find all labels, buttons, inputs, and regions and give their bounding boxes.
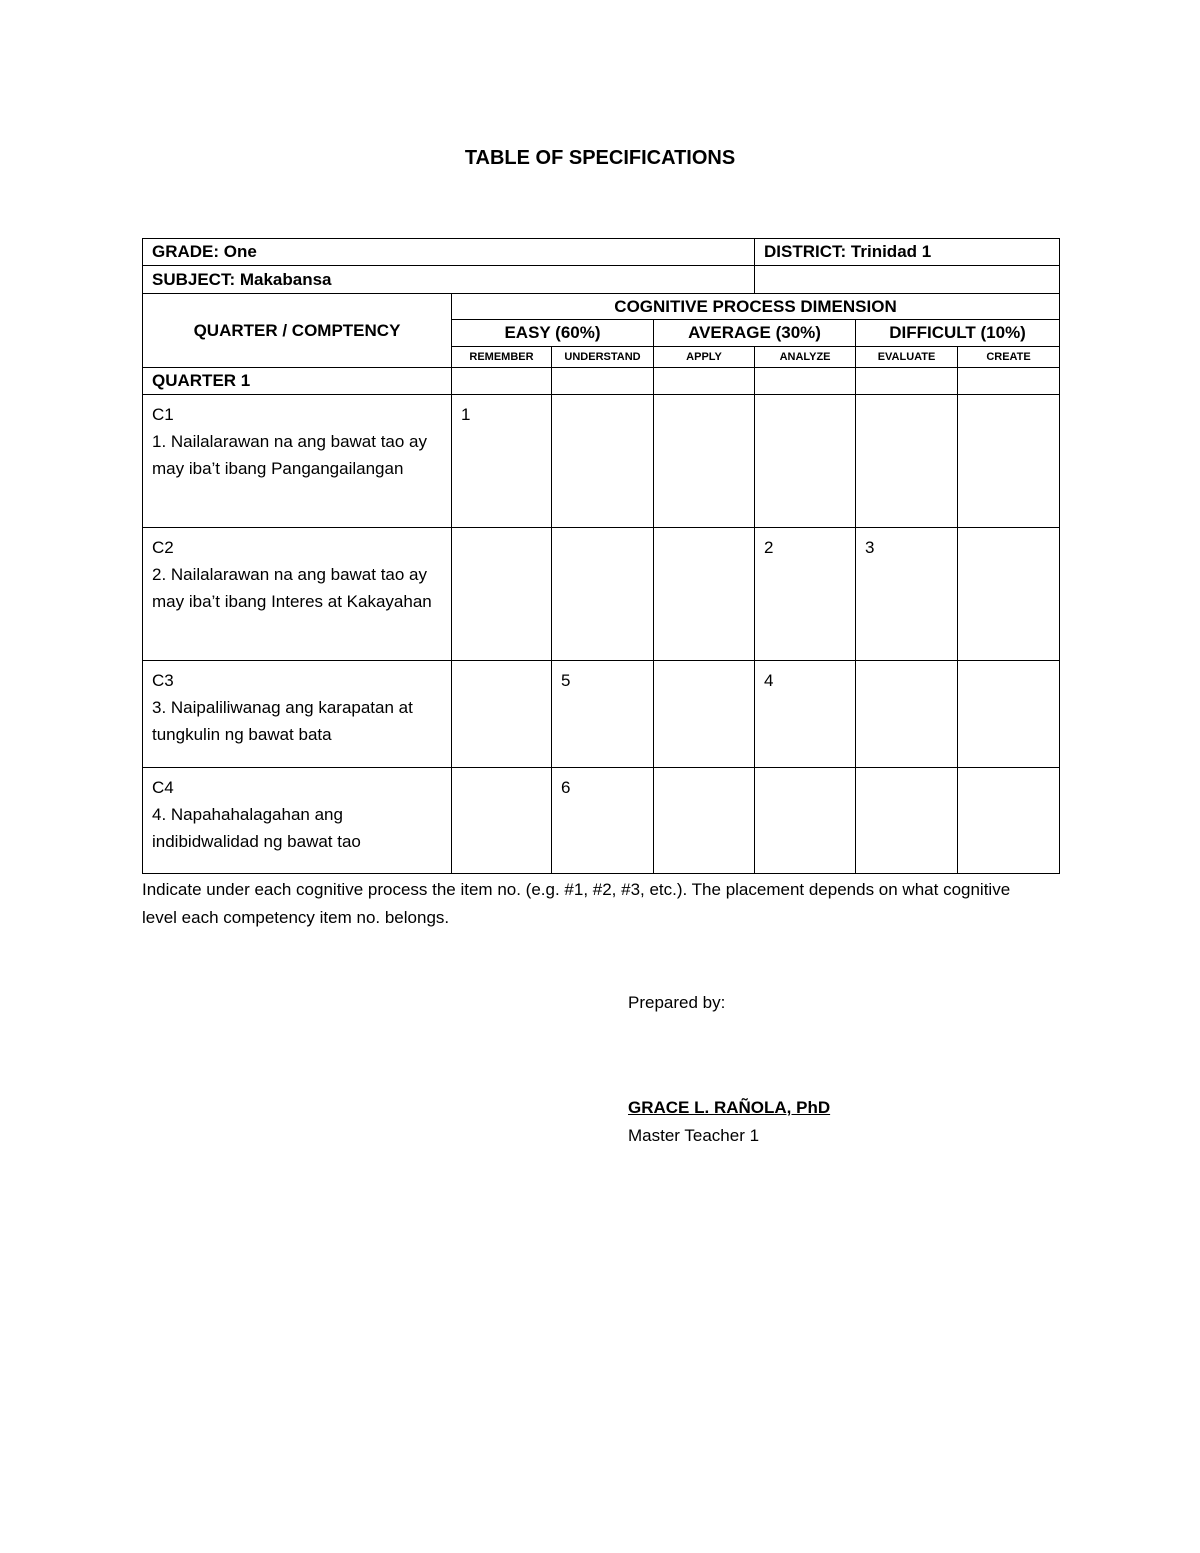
item-cell [855, 767, 959, 874]
competency-code: C4 [152, 778, 174, 797]
item-cell: 2 [754, 527, 857, 661]
level-apply: Apply [652, 346, 756, 368]
item-cell: 6 [551, 767, 654, 874]
competency-code: C2 [152, 538, 174, 557]
competency-text: 2. Nailalarawan na ang bawat tao ay may … [152, 565, 432, 611]
item-cell: 5 [551, 660, 654, 768]
specifications-table: GRADE: One DISTRICT: Trinidad 1 SUBJECT: … [141, 238, 1061, 874]
item-cell [451, 527, 552, 661]
item-cell [451, 767, 552, 874]
competency-header: QUARTER / COMPTENCY [142, 293, 452, 368]
competency-text: 4. Napahahalagahan ang indibidwalidad ng… [152, 805, 361, 851]
empty-cell [855, 367, 959, 395]
empty-cell [451, 367, 552, 395]
empty-cell [551, 367, 654, 395]
competency-cell: C1 1. Nailalarawan na ang bawat tao ay ma… [142, 394, 452, 528]
competency-text: 3. Naipaliliwanag ang karapatan at tungk… [152, 698, 413, 744]
item-cell: 1 [451, 394, 552, 528]
signatory-name: GRACE L. RAÑOLA, PhD [628, 1098, 831, 1117]
group-difficult: DIFFICULT (10%) [855, 319, 1061, 347]
competency-text: 1. Nailalarawan na ang bawat tao ay may … [152, 432, 428, 478]
district-cell: DISTRICT: Trinidad 1 [754, 238, 1061, 266]
item-cell [754, 394, 857, 528]
grade-cell: GRADE: One [141, 238, 756, 266]
item-cell [551, 394, 654, 528]
group-average: AVERAGE (30%) [652, 319, 857, 347]
item-cell [957, 767, 1061, 874]
item-cell [855, 660, 959, 768]
item-cell [957, 660, 1061, 768]
competency-code: C3 [152, 671, 174, 690]
item-cell [855, 394, 959, 528]
level-understand: Understand [551, 346, 654, 368]
item-cell [652, 767, 756, 874]
page-title: TABLE OF SPECIFICATIONS [464, 147, 736, 169]
item-cell: 3 [855, 527, 959, 661]
level-remember: Remember [451, 346, 552, 368]
competency-row: C3 3. Naipaliliwanag ang karapatan at tun… [142, 660, 1061, 768]
empty-cell [957, 367, 1061, 395]
competency-cell: C4 4. Napahahalagahan ang indibidwalidad … [142, 767, 452, 874]
item-cell [652, 394, 756, 528]
empty-cell [652, 367, 756, 395]
level-analyze: Analyze [754, 346, 857, 368]
item-cell [754, 767, 857, 874]
item-cell [957, 527, 1061, 661]
competency-cell: C3 3. Naipaliliwanag ang karapatan at tun… [142, 660, 452, 768]
item-cell [957, 394, 1061, 528]
item-cell [551, 527, 654, 661]
level-create: Create [957, 346, 1061, 368]
competency-row: C4 4. Napahahalagahan ang indibidwalidad … [142, 767, 1061, 874]
item-cell [652, 527, 756, 661]
item-cell [652, 660, 756, 768]
prepared-by-label: Prepared by: [628, 993, 726, 1012]
quarter-label: QUARTER 1 [142, 367, 452, 395]
dimension-header: COGNITIVE PROCESS DIMENSION [450, 293, 1061, 320]
blank-cell [754, 265, 1061, 294]
competency-row: C1 1. Nailalarawan na ang bawat tao ay ma… [142, 394, 1061, 528]
item-cell [451, 660, 552, 768]
competency-cell: C2 2. Nailalarawan na ang bawat tao ay ma… [142, 527, 452, 661]
empty-cell [754, 367, 857, 395]
competency-code: C1 [152, 405, 174, 424]
item-cell: 4 [754, 660, 857, 768]
signatory-role: Master Teacher 1 [628, 1126, 760, 1145]
instruction-note: Indicate under each cognitive process th… [142, 880, 1011, 927]
competency-row: C2 2. Nailalarawan na ang bawat tao ay ma… [142, 527, 1061, 661]
level-evaluate: Evaluate [855, 346, 959, 368]
group-easy: EASY (60%) [451, 319, 654, 347]
subject-cell: SUBJECT: Makabansa [141, 265, 756, 294]
